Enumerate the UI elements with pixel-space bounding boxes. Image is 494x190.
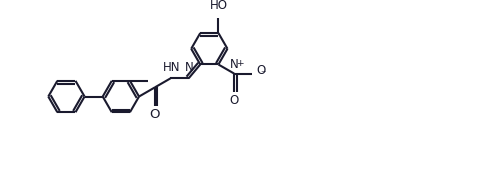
- Text: N: N: [230, 58, 239, 71]
- Text: HN: HN: [163, 61, 180, 74]
- Text: +: +: [236, 59, 244, 68]
- Text: O: O: [256, 64, 265, 77]
- Text: O: O: [150, 108, 160, 121]
- Text: N: N: [185, 61, 194, 74]
- Text: HO: HO: [209, 0, 227, 12]
- Text: ⁻: ⁻: [260, 70, 266, 79]
- Text: O: O: [230, 94, 239, 107]
